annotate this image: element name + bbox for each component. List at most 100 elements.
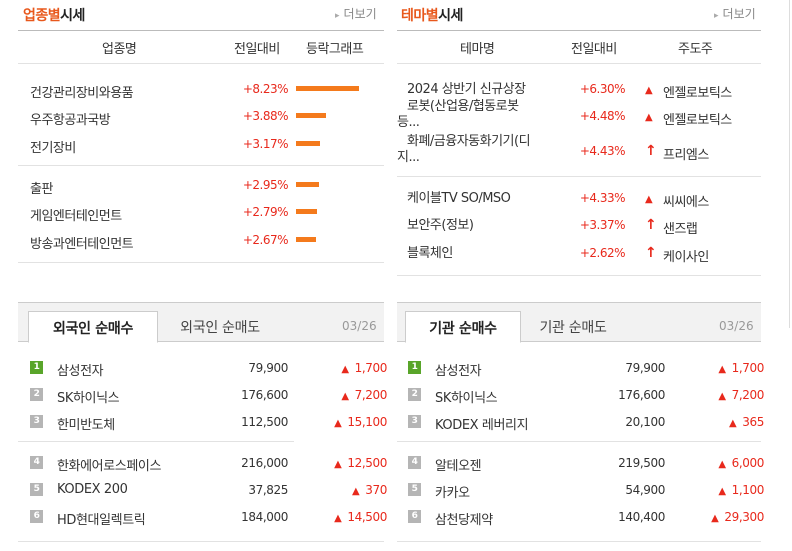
theme-row[interactable]: 로봇(산업용/협동로봇 등... +4.48% ▲ 엔젤로보틱스 [397,99,757,130]
change-percent: +2.62% [579,246,626,260]
theme-name[interactable]: 블록체인 [407,246,453,262]
leading-stock[interactable]: 엔젤로보틱스 [663,86,732,101]
rank-badge: 3 [408,415,421,428]
theme-name-line: 등... [397,115,420,130]
stock-name[interactable]: KODEX 레버리지 [435,418,529,433]
stock-name[interactable]: 한화에어로스페이스 [57,459,162,474]
price-change-value: 370 [365,483,387,497]
price-change-value: 12,500 [347,456,387,470]
industry-panel-title: 업종별시세 [23,8,85,24]
triangle-up-icon: ▲ [711,513,719,524]
change-percent: +3.37% [579,218,626,232]
change-percent: +3.88% [242,109,289,123]
tab-foreign-net-buy[interactable]: 외국인 순매수 [28,311,158,343]
stock-name[interactable]: 삼천당제약 [435,513,493,528]
industry-row[interactable]: 출판 +2.95% [30,172,370,198]
industry-name[interactable]: 건강관리장비와용품 [30,86,134,101]
stock-row[interactable]: 6 HD현대일렉트릭 184,000 ▲ 14,500 [30,504,387,531]
industry-name[interactable]: 방송과엔터테인먼트 [30,237,134,252]
industry-name[interactable]: 게임엔터테인먼트 [30,209,122,224]
leading-stock[interactable]: 엔젤로보틱스 [663,113,732,128]
stock-name[interactable]: 알테오젠 [435,459,482,474]
triangle-up-icon: ▲ [351,486,360,497]
change-percent: +8.23% [242,82,289,96]
header-change: 전일대비 [234,42,280,57]
price-change-value: 1,700 [354,361,388,375]
stock-name[interactable]: 한미반도체 [57,418,115,433]
stock-row[interactable]: 3 KODEX 레버리지 20,100 ▲ 365 [408,409,764,436]
theme-name[interactable]: 보안주(정보) [407,218,474,234]
theme-name-line: 2024 상반기 신규상장 [407,82,526,97]
stock-row[interactable]: 5 KODEX 200 37,825 ▲ 370 [30,477,387,504]
stock-row[interactable]: 3 한미반도체 112,500 ▲ 15,100 [30,409,387,436]
theme-row[interactable]: 보안주(정보) +3.37% ↑ 샌즈랩 [407,212,757,238]
theme-name[interactable]: 화폐/금융자동화기기(디 지... [397,134,531,166]
leading-stock[interactable]: 케이사인 [663,250,709,265]
price-change-value: 7,200 [731,388,765,402]
change-bar [296,86,359,91]
stock-name[interactable]: SK하이닉스 [435,391,498,406]
header-industry-name: 업종명 [102,42,137,57]
tab-institution-net-sell[interactable]: 기관 순매도 [539,320,607,336]
tab-institution-net-buy[interactable]: 기관 순매수 [405,311,521,343]
theme-name-line: 지... [397,150,420,165]
stock-name[interactable]: SK하이닉스 [57,391,120,406]
stock-row[interactable]: 6 삼천당제약 140,400 ▲ 29,300 [408,504,764,531]
price-change: ▲ 365 [674,415,764,429]
stock-name[interactable]: 카카오 [435,486,470,501]
theme-row[interactable]: 케이블TV SO/MSO +4.33% ▲ 씨씨에스 [407,185,757,211]
stock-name[interactable]: 삼성전자 [435,364,482,379]
theme-name[interactable]: 케이블TV SO/MSO [407,191,511,207]
stock-price: 79,900 [625,361,665,375]
tab-foreign-net-sell[interactable]: 외국인 순매도 [180,320,260,336]
theme-name[interactable]: 로봇(산업용/협동로봇 등... [397,99,519,131]
industry-row[interactable]: 전기장비 +3.17% [30,131,370,157]
stock-row[interactable]: 5 카카오 54,900 ▲ 1,100 [408,477,764,504]
stock-name[interactable]: KODEX 200 [57,482,128,497]
stock-row[interactable]: 2 SK하이닉스 176,600 ▲ 7,200 [30,382,387,409]
stock-row[interactable]: 1 삼성전자 79,900 ▲ 1,700 [408,355,764,382]
stock-price: 176,600 [618,388,665,402]
industry-row[interactable]: 건강관리장비와용품 +8.23% [30,76,370,102]
triangle-up-icon: ▲ [718,391,726,402]
stock-row[interactable]: 2 SK하이닉스 176,600 ▲ 7,200 [408,382,764,409]
industry-row[interactable]: 방송과엔터테인먼트 +2.67% [30,227,370,253]
price-change-value: 14,500 [347,510,387,524]
change-percent: +3.17% [242,137,289,151]
trade-date: 03/26 [342,319,377,333]
stock-name[interactable]: HD현대일렉트릭 [57,513,146,528]
rank-badge: 5 [408,483,421,496]
industry-name[interactable]: 출판 [30,182,53,197]
leading-stock[interactable]: 샌즈랩 [663,222,698,237]
theme-name-line: 케이블TV SO/MSO [407,191,511,206]
leading-stock[interactable]: 프리엠스 [663,148,709,163]
stock-row[interactable]: 4 알테오젠 219,500 ▲ 6,000 [408,450,764,477]
change-bar [296,113,326,118]
industry-row[interactable]: 게임엔터테인먼트 +2.79% [30,199,370,225]
rank-badge: 1 [408,361,421,374]
price-change: ▲ 1,100 [674,483,764,497]
price-change-value: 365 [742,415,764,429]
chevron-right-icon: ▸ [335,11,340,21]
stock-name[interactable]: 삼성전자 [57,364,104,379]
divider [18,262,384,263]
leading-stock[interactable]: 씨씨에스 [663,195,709,210]
theme-row[interactable]: 블록체인 +2.62% ↑ 케이사인 [407,240,757,266]
rank-badge: 6 [408,510,421,523]
change-percent: +4.33% [579,191,626,205]
foreign-tab-bar: 외국인 순매수 외국인 순매도 03/26 [18,302,384,343]
industry-more-link[interactable]: ▸ 더보기 [335,7,377,21]
stock-row[interactable]: 4 한화에어로스페이스 216,000 ▲ 12,500 [30,450,387,477]
triangle-up-icon: ▲ [718,459,726,470]
stock-price: 54,900 [625,483,665,497]
industry-name[interactable]: 전기장비 [30,141,76,156]
theme-more-link[interactable]: ▸ 더보기 [714,7,756,21]
theme-row[interactable]: 화폐/금융자동화기기(디 지... +4.43% ↑ 프리엠스 [397,134,757,165]
change-bar [296,141,320,146]
stock-price: 219,500 [618,456,665,470]
industry-name[interactable]: 우주항공과국방 [30,113,111,128]
stock-row[interactable]: 1 삼성전자 79,900 ▲ 1,700 [30,355,387,382]
theme-row[interactable]: 2024 상반기 신규상장 +6.30% ▲ 엔젤로보틱스 [407,76,757,102]
theme-name[interactable]: 2024 상반기 신규상장 [407,82,526,98]
industry-row[interactable]: 우주항공과국방 +3.88% [30,103,370,129]
